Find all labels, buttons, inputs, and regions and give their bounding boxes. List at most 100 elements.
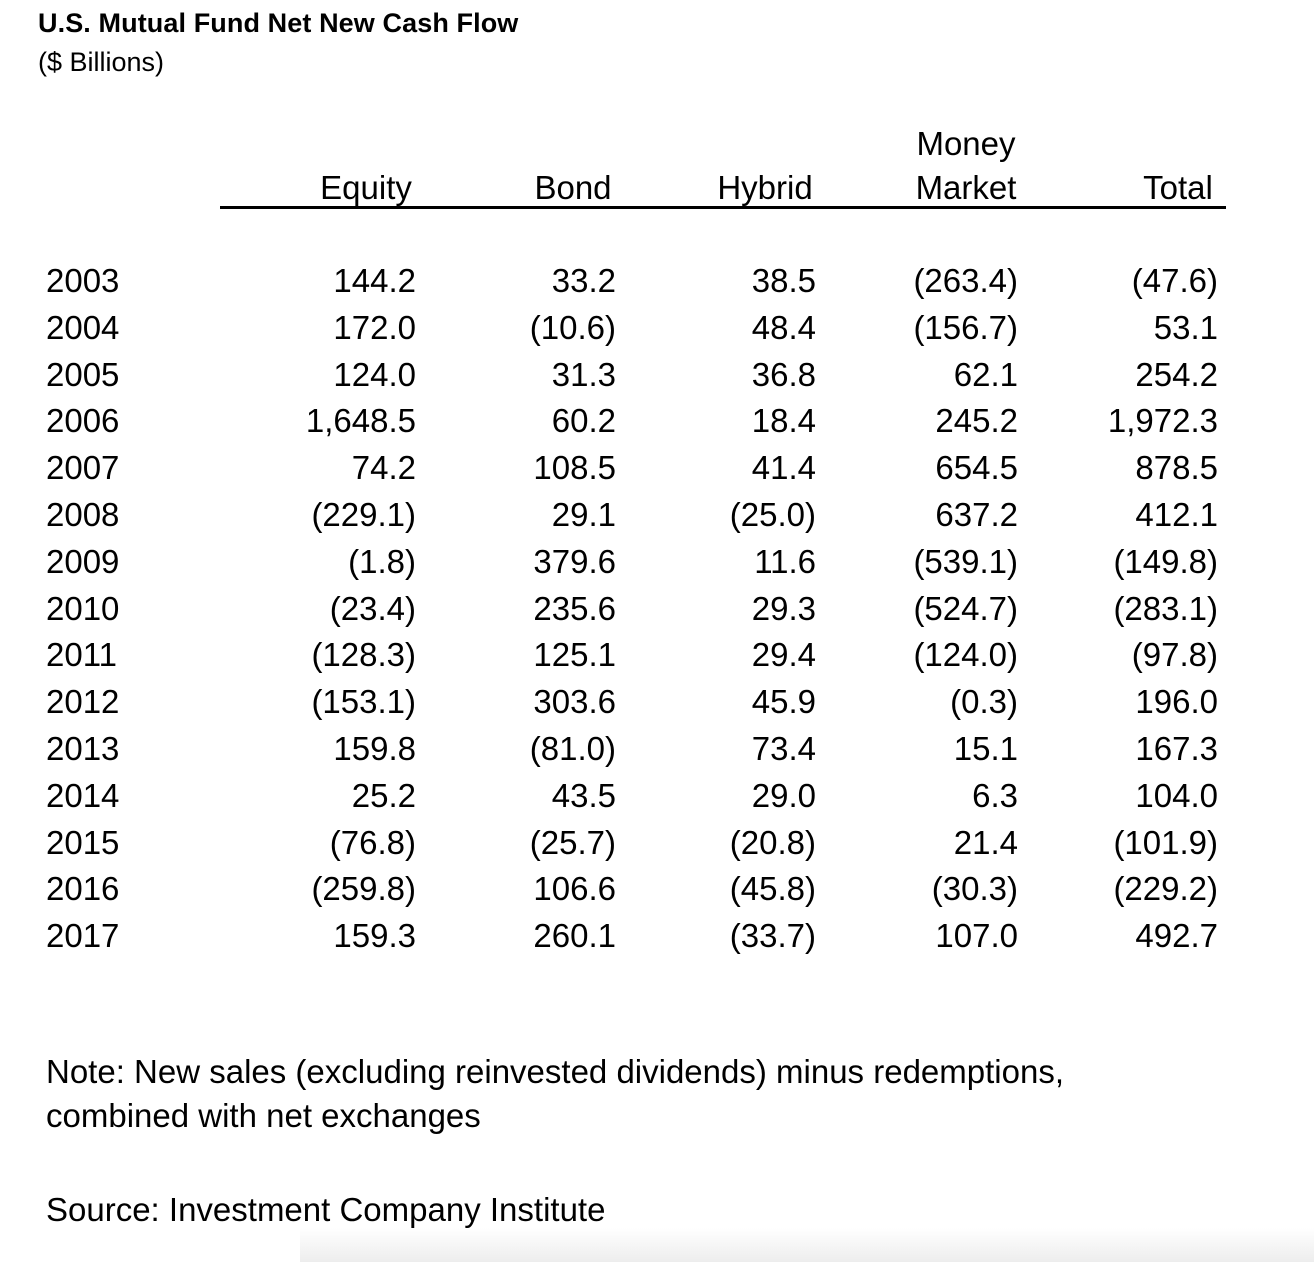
year-cell: 2011 (46, 636, 117, 674)
hybrid-cell: (20.8) (729, 823, 816, 861)
total-cell: 167.3 (1135, 729, 1218, 767)
money-market-cell: (156.7) (913, 308, 1018, 346)
total-cell: 196.0 (1135, 683, 1218, 721)
year-cell: 2008 (46, 495, 120, 533)
total-cell: 878.5 (1135, 449, 1218, 487)
year-cell: 2015 (46, 823, 120, 861)
total-cell: (101.9) (1113, 823, 1218, 861)
money-market-cell: (0.3) (950, 683, 1018, 721)
year-cell: 2013 (46, 729, 120, 767)
equity-cell: (128.3) (311, 636, 416, 674)
equity-cell: 159.3 (333, 917, 416, 955)
bond-cell: 60.2 (551, 402, 616, 440)
total-cell: (283.1) (1113, 589, 1218, 627)
bond-cell: 235.6 (533, 589, 616, 627)
equity-cell: 159.8 (333, 729, 416, 767)
hybrid-cell: 36.8 (751, 355, 816, 393)
equity-cell: (229.1) (311, 495, 416, 533)
equity-cell: 1,648.5 (305, 402, 416, 440)
money-market-cell: 245.2 (935, 402, 1018, 440)
column-header-money-market-line2: Market (915, 169, 1017, 206)
table-subtitle: ($ Billions) (38, 47, 165, 77)
bond-cell: 43.5 (551, 776, 616, 814)
total-cell: 1,972.3 (1107, 402, 1218, 440)
total-cell: (47.6) (1131, 262, 1218, 299)
money-market-cell: 637.2 (935, 495, 1018, 533)
money-market-cell: (124.0) (913, 636, 1018, 674)
hybrid-cell: 11.6 (754, 542, 816, 580)
hybrid-cell: 73.4 (751, 729, 816, 767)
equity-cell: (76.8) (329, 823, 416, 861)
column-header-money-market-line1: Money (916, 125, 1016, 162)
hybrid-cell: (25.0) (729, 495, 816, 533)
money-market-cell: (539.1) (913, 542, 1018, 580)
table-row: 2011 (128.3) 125.1 29.4 (124.0) (97.8) (0, 632, 1314, 679)
money-market-cell: 654.5 (935, 449, 1018, 487)
table-row: 2006 1,648.5 60.2 18.4 245.2 1,972.3 (0, 398, 1314, 445)
total-cell: (229.2) (1113, 870, 1218, 908)
bond-cell: (81.0) (529, 729, 616, 767)
bond-cell: (25.7) (529, 823, 616, 861)
column-header-bond: Bond (534, 169, 612, 206)
table-row: 2014 25.2 43.5 29.0 6.3 104.0 (0, 773, 1314, 820)
year-cell: 2005 (46, 355, 120, 393)
bond-cell: (10.6) (529, 308, 616, 346)
table-row: 2009 (1.8) 379.6 11.6 (539.1) (149.8) (0, 539, 1314, 586)
equity-cell: 25.2 (351, 776, 416, 814)
bond-cell: 379.6 (533, 542, 616, 580)
total-cell: (149.8) (1113, 542, 1218, 580)
equity-cell: (1.8) (348, 542, 416, 580)
equity-cell: 74.2 (351, 449, 416, 487)
table-title: U.S. Mutual Fund Net New Cash Flow (38, 8, 519, 38)
total-cell: (97.8) (1131, 636, 1218, 674)
column-header-total: Total (1143, 169, 1213, 206)
table-body: 2003 144.2 33.2 38.5 (263.4) (47.6) 2004 172.0 (… (0, 258, 1314, 960)
table-row: 2005 124.0 31.3 36.8 62.1 254.2 (0, 352, 1314, 399)
hybrid-cell: 41.4 (751, 449, 816, 487)
table-row: 2004 172.0 (10.6) 48.4 (156.7) 53.1 (0, 305, 1314, 352)
equity-cell: 124.0 (333, 355, 416, 393)
money-market-cell: (30.3) (931, 870, 1018, 908)
table-row: 2010 (23.4) 235.6 29.3 (524.7) (283.1) (0, 586, 1314, 633)
hybrid-cell: 18.4 (751, 402, 816, 440)
year-cell: 2009 (46, 542, 120, 580)
column-header-equity: Equity (320, 169, 412, 206)
money-market-cell: (524.7) (913, 589, 1018, 627)
bond-cell: 33.2 (551, 262, 616, 299)
source-note: Source: Investment Company Institute (46, 1191, 606, 1228)
total-cell: 104.0 (1135, 776, 1218, 814)
bond-cell: 260.1 (533, 917, 616, 955)
bond-cell: 303.6 (533, 683, 616, 721)
equity-cell: 144.2 (333, 262, 416, 299)
hybrid-cell: (33.7) (729, 917, 816, 955)
money-market-cell: (263.4) (913, 262, 1018, 299)
equity-cell: 172.0 (333, 308, 416, 346)
table-row: 2015 (76.8) (25.7) (20.8) 21.4 (101.9) (0, 820, 1314, 867)
total-cell: 412.1 (1135, 495, 1218, 533)
money-market-cell: 21.4 (953, 823, 1018, 861)
year-cell: 2012 (46, 683, 120, 721)
bond-cell: 29.1 (551, 495, 616, 533)
bond-cell: 31.3 (551, 355, 616, 393)
equity-cell: (259.8) (311, 870, 416, 908)
column-header-hybrid: Hybrid (717, 169, 813, 206)
equity-cell: (23.4) (329, 589, 416, 627)
table-row: 2003 144.2 33.2 38.5 (263.4) (47.6) (0, 258, 1314, 305)
footnote: Note: New sales (excluding reinvested di… (46, 1053, 1064, 1134)
year-cell: 2003 (46, 262, 120, 299)
table-row: 2012 (153.1) 303.6 45.9 (0.3) 196.0 (0, 679, 1314, 726)
total-cell: 254.2 (1135, 355, 1218, 393)
table-row: 2007 74.2 108.5 41.4 654.5 878.5 (0, 445, 1314, 492)
money-market-cell: 107.0 (935, 917, 1018, 955)
bottom-shadow (300, 1228, 1314, 1262)
year-cell: 2010 (46, 589, 120, 627)
hybrid-cell: 29.3 (751, 589, 816, 627)
bond-cell: 125.1 (533, 636, 616, 674)
year-cell: 2014 (46, 776, 120, 814)
money-market-cell: 6.3 (972, 776, 1018, 814)
table-row: 2013 159.8 (81.0) 73.4 15.1 167.3 (0, 726, 1314, 773)
equity-cell: (153.1) (311, 683, 416, 721)
year-cell: 2006 (46, 402, 120, 440)
money-market-cell: 62.1 (953, 355, 1018, 393)
